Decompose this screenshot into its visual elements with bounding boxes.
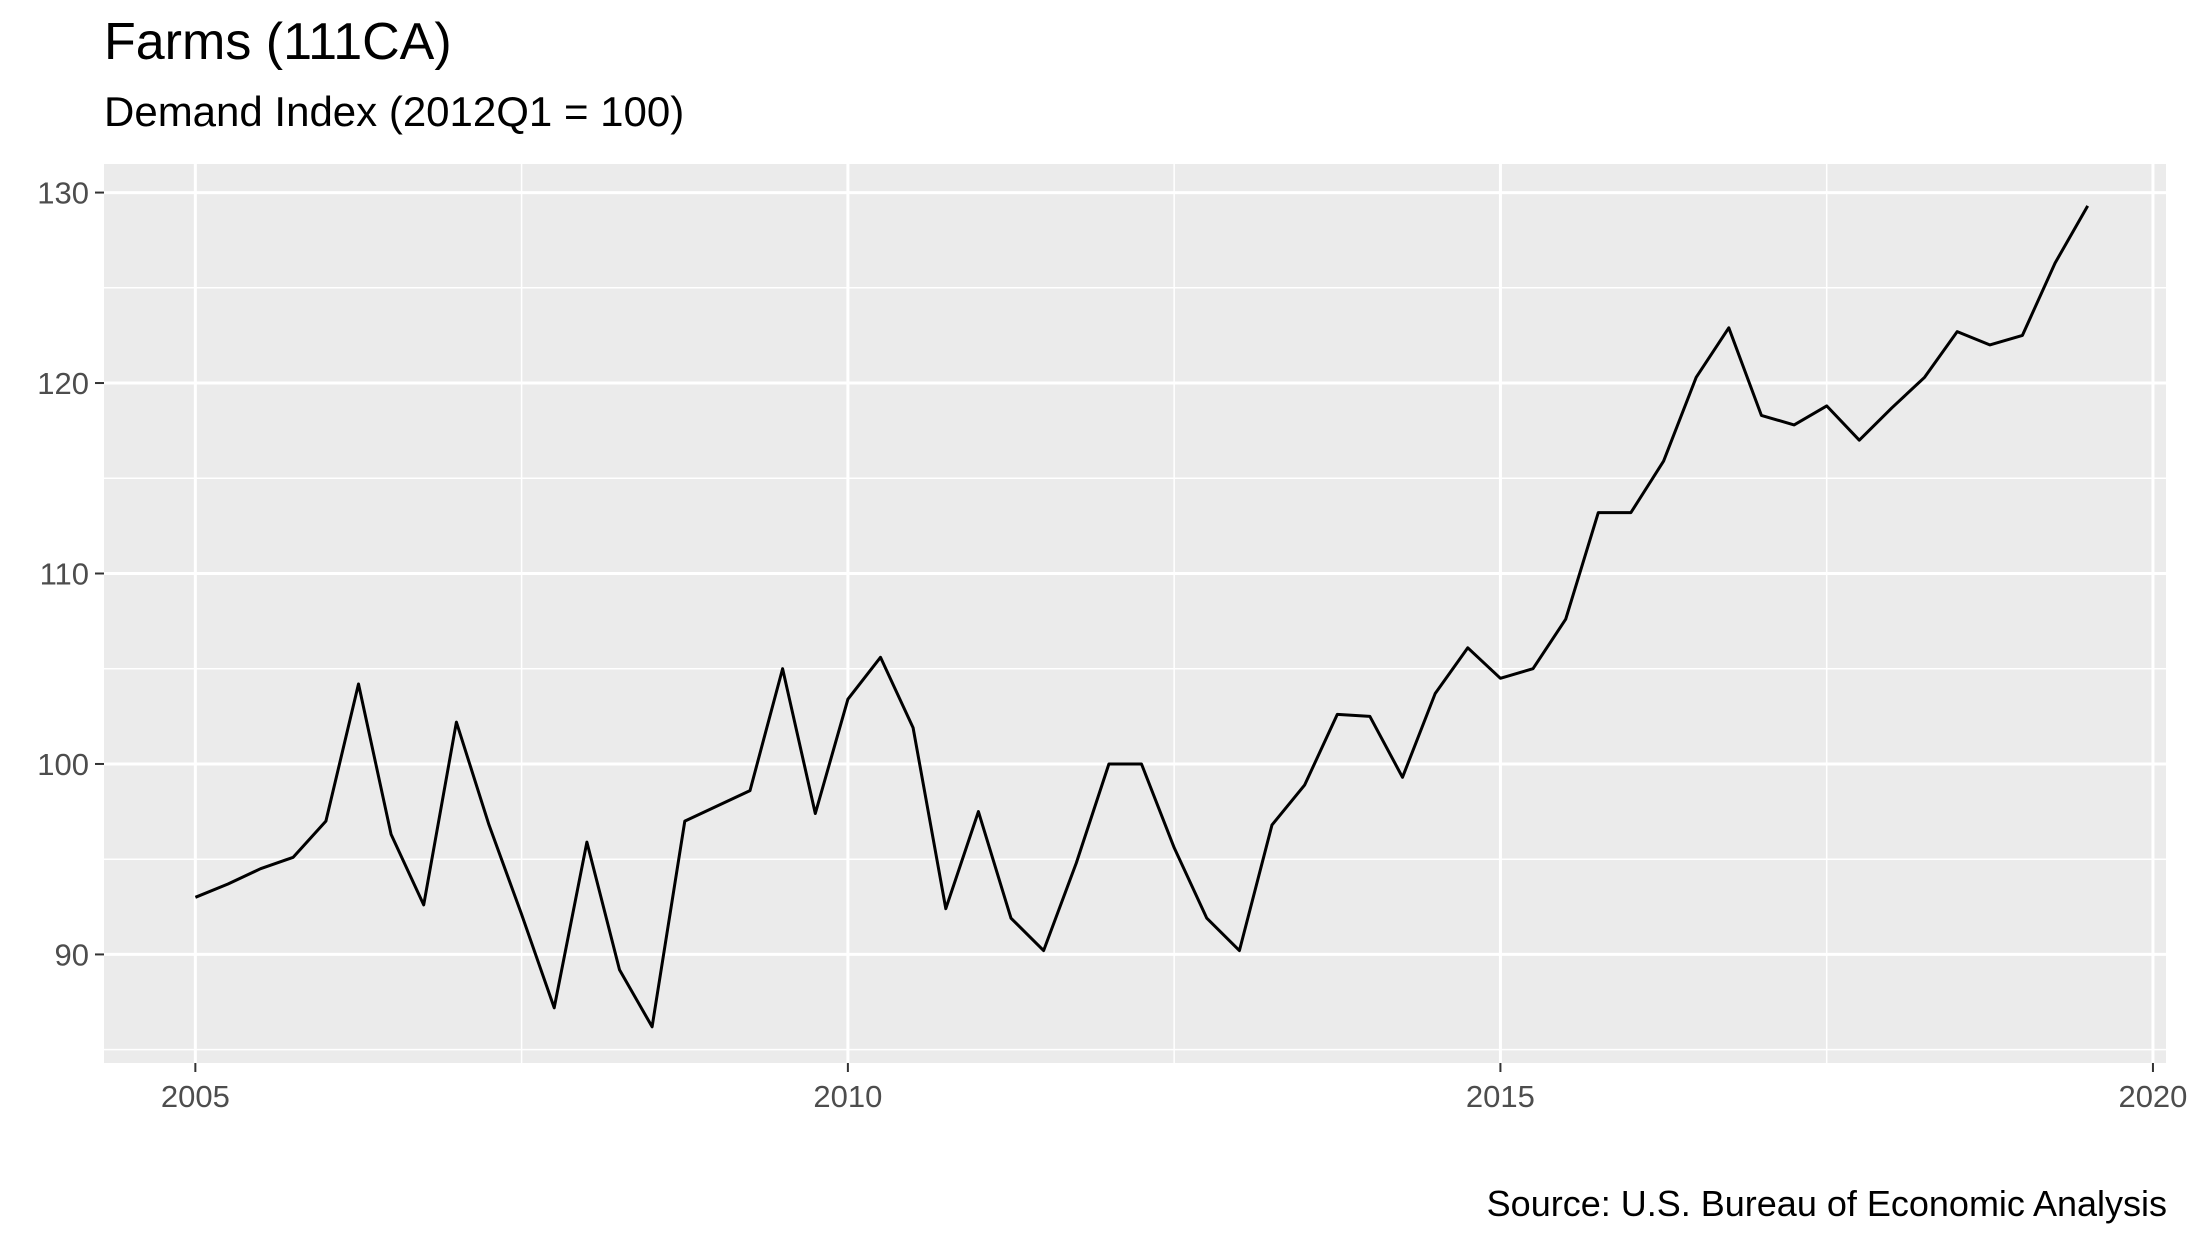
x-tick-label: 2020	[2118, 1079, 2187, 1114]
x-tick-label: 2015	[1466, 1079, 1535, 1114]
series-line	[194, 205, 2090, 1029]
minor-gridlines	[104, 164, 2166, 1063]
plot-panel	[104, 164, 2166, 1063]
source-caption: Source: U.S. Bureau of Economic Analysis	[1486, 1183, 2167, 1224]
y-tick-label: 110	[40, 557, 89, 592]
y-tick-label: 100	[37, 747, 89, 782]
y-axis: 90 100 110 120 130	[37, 176, 104, 972]
x-axis: 2005 2010 2015 2020	[161, 1063, 2187, 1114]
y-tick-label: 90	[55, 937, 89, 972]
x-tick-label: 2005	[161, 1079, 230, 1114]
chart-subtitle: Demand Index (2012Q1 = 100)	[104, 88, 685, 135]
major-gridlines	[104, 164, 2166, 1063]
x-tick-label: 2010	[813, 1079, 882, 1114]
chart-title: Farms (111CA)	[104, 13, 452, 71]
y-tick-label: 120	[37, 366, 89, 401]
y-tick-label: 130	[37, 176, 89, 211]
